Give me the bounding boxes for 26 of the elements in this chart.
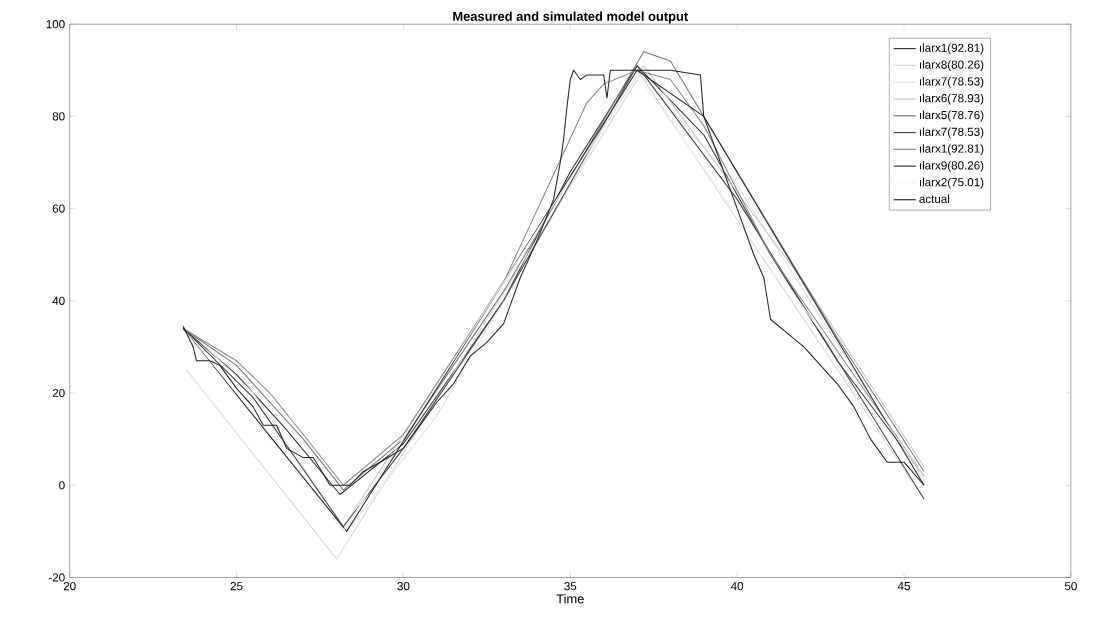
y-tick-label: 20	[52, 388, 65, 398]
y-tick-label: 40	[52, 296, 65, 305]
y-tick-label: 60	[52, 204, 65, 213]
legend-label: ılarx1(92.81)	[919, 144, 984, 156]
y-tick-label: 0	[59, 481, 65, 490]
legend-label: ılarx9(80.26)	[919, 161, 984, 172]
legend-label: ılarx7(78.53)	[919, 127, 984, 139]
x-tick-label: 30	[397, 582, 410, 591]
y-tick-label: 80	[52, 112, 65, 121]
x-axis-title: Time	[556, 593, 584, 604]
legend-label: ılarx6(78.93)	[919, 93, 984, 105]
y-tick-label: -20	[48, 573, 65, 582]
legend-label: ılarx1(92.81)	[919, 43, 984, 55]
x-tick-label: 35	[564, 582, 577, 591]
legend-label: ılarx8(80.26)	[919, 60, 984, 72]
x-tick-label: 20	[63, 582, 76, 591]
x-tick-label: 45	[897, 582, 910, 591]
x-tick-label: 50	[1064, 582, 1077, 591]
y-tick-label: 100	[46, 20, 65, 29]
legend-label: ılarx5(78.76)	[919, 110, 984, 122]
legend-label: ılarx2(75.01)	[919, 177, 984, 189]
x-tick-label: 40	[730, 582, 744, 591]
x-tick-label: 25	[230, 582, 243, 591]
legend-label: actual	[919, 194, 950, 204]
chart-title: Measured and simulated model output	[453, 11, 689, 24]
legend-label: ılarx7(78.53)	[919, 77, 984, 88]
